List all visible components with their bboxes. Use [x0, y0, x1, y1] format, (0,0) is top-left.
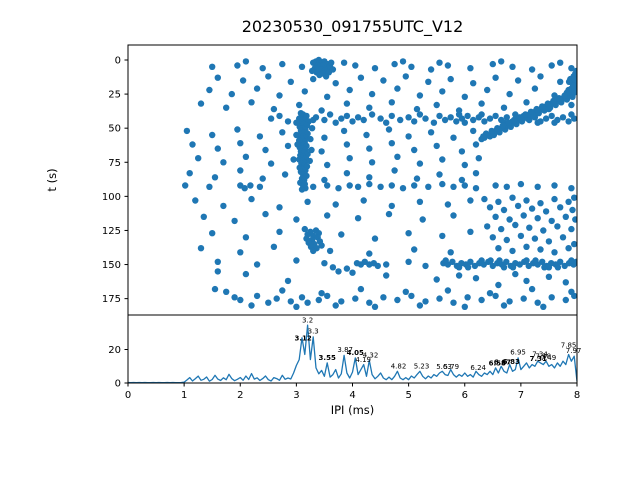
- y-tick-label: 100: [102, 192, 121, 203]
- line-y-ticks: 0 20: [108, 345, 128, 390]
- scatter-y-ticks: 0 25 50 75 100 125 150 175: [102, 56, 128, 305]
- y-tick-label: 0: [115, 379, 121, 390]
- x-tick-label: 1: [181, 390, 187, 401]
- scatter-points: [182, 56, 577, 310]
- x-tick-label: 8: [574, 390, 580, 401]
- peak-label: 3.55: [319, 354, 336, 362]
- x-tick-label: 7: [518, 390, 524, 401]
- peak-label: 3.12: [294, 335, 311, 343]
- peak-label: 6.58: [489, 360, 506, 368]
- peak-label: 4.82: [391, 363, 407, 371]
- peak-label: 6.24: [470, 364, 486, 372]
- x-tick-label: 2: [237, 390, 243, 401]
- peak-label: 6.95: [510, 349, 526, 357]
- peak-label: 5.63: [436, 363, 452, 371]
- scatter-y-axis-label: t (s): [45, 168, 59, 192]
- peak-label: 7.34: [532, 351, 548, 359]
- y-tick-label: 175: [102, 294, 121, 305]
- peak-label: 7.38: [536, 353, 552, 361]
- x-ticks: 0 1 2 3 4 5 6 7 8: [125, 383, 580, 401]
- peak-label: 3.2: [302, 316, 313, 324]
- y-tick-label: 75: [108, 158, 121, 169]
- x-tick-label: 6: [462, 390, 468, 401]
- peak-label: 4.05: [347, 349, 364, 357]
- peak-label: 6.83: [503, 358, 520, 366]
- x-tick-label: 5: [405, 390, 411, 401]
- peak-label: 3.87: [337, 346, 353, 354]
- peak-label: 7.97: [566, 347, 582, 355]
- y-tick-label: 125: [102, 226, 121, 237]
- peak-label: 3.3: [308, 327, 319, 335]
- y-tick-label: 0: [115, 56, 121, 67]
- figure-title: 20230530_091755UTC_V12: [241, 17, 464, 36]
- peak-label: 6.67: [494, 359, 511, 367]
- x-tick-label: 3: [293, 390, 299, 401]
- peak-annotations: 3.2 3.33.12 3.553.874.054.194.32 4.82 5.23 5.…: [294, 316, 581, 372]
- peak-label: 4.19: [355, 356, 371, 364]
- y-tick-label: 50: [108, 124, 121, 135]
- x-axis-label: IPI (ms): [330, 403, 375, 417]
- x-tick-label: 0: [125, 390, 131, 401]
- peak-label: 7.49: [541, 354, 557, 362]
- y-tick-label: 20: [108, 345, 121, 356]
- line-trace: [128, 324, 577, 383]
- peak-label: 5.79: [444, 363, 460, 371]
- peak-label: 5.23: [414, 363, 430, 371]
- peak-label: 7.85: [561, 342, 577, 350]
- x-tick-label: 4: [349, 390, 355, 401]
- peak-label: 4.32: [363, 352, 379, 360]
- y-tick-label: 25: [108, 90, 121, 101]
- y-tick-label: 150: [102, 260, 121, 271]
- peak-label: 7.31: [530, 355, 547, 363]
